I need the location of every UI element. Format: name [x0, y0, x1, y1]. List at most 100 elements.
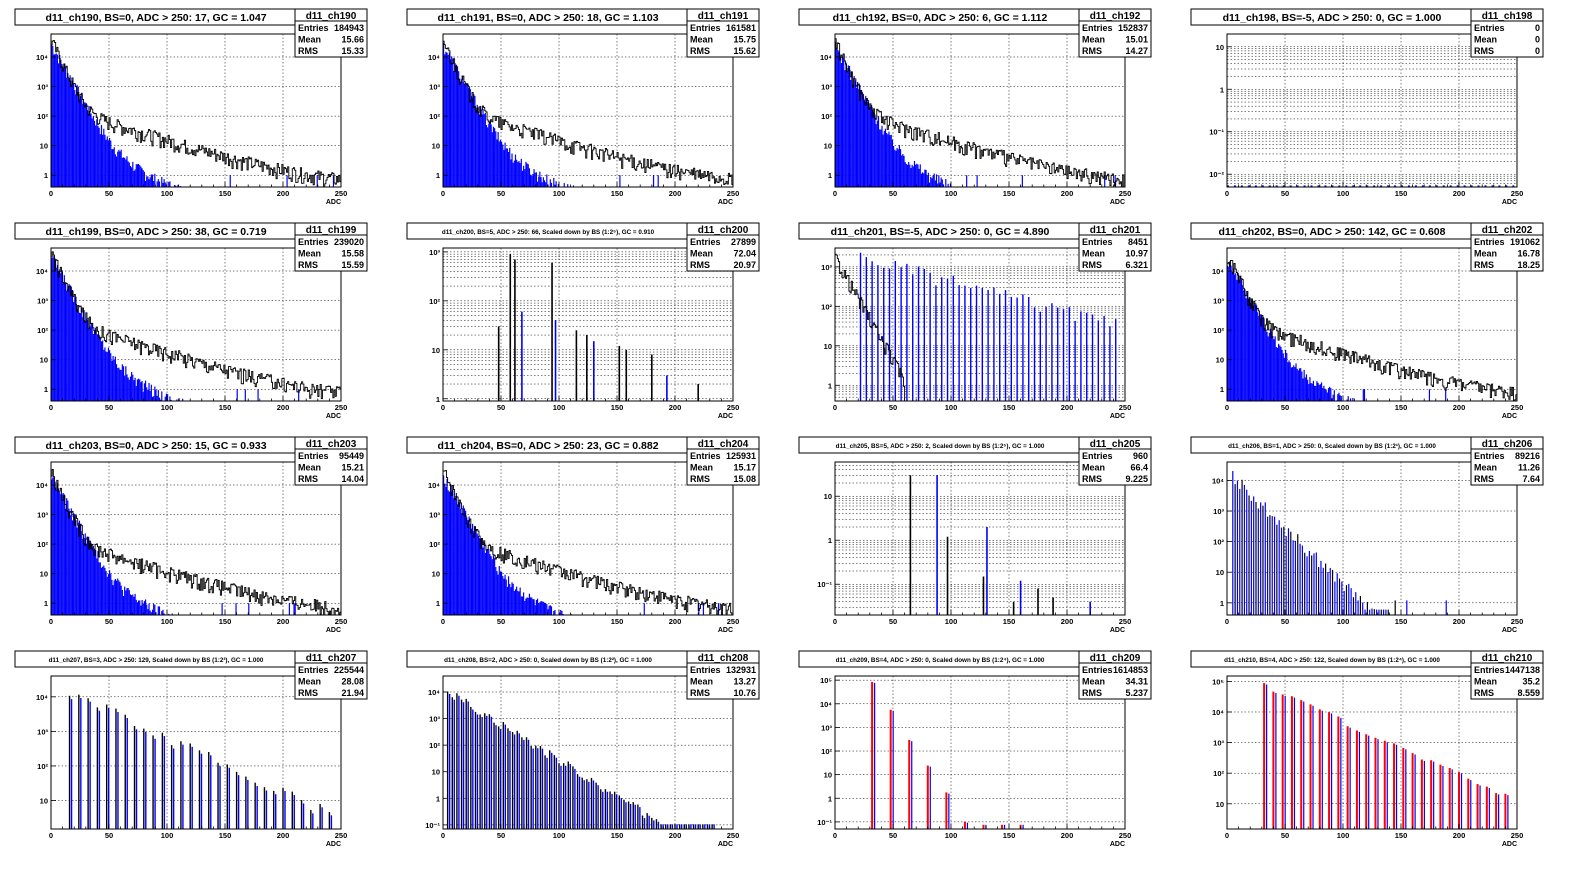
bar [169, 396, 171, 401]
bar [53, 255, 55, 401]
bar [835, 41, 837, 187]
bar [530, 597, 532, 615]
stats-name: d11_ch201 [1090, 225, 1141, 236]
bar [443, 475, 445, 615]
bar [61, 494, 63, 615]
bar [332, 175, 335, 187]
bar [480, 538, 482, 615]
bar [1326, 392, 1328, 401]
x-axis-title: ADC [1502, 199, 1517, 206]
x-axis-title: ADC [1110, 413, 1125, 420]
bar [1274, 336, 1276, 401]
y-tick-label: 10⁻² [1209, 170, 1224, 179]
bar [68, 508, 70, 615]
bar [115, 364, 118, 401]
bar [909, 164, 911, 187]
bar [80, 313, 82, 401]
bar [922, 172, 924, 187]
x-axis-title: ADC [326, 413, 341, 420]
bar [1304, 377, 1306, 401]
bar [126, 588, 128, 615]
bar [545, 603, 547, 615]
bar [864, 100, 866, 187]
bar [543, 180, 546, 187]
bar [59, 492, 61, 615]
bar [119, 369, 121, 401]
bar [567, 184, 569, 187]
bar [902, 154, 904, 187]
bar [947, 183, 949, 187]
stats-name: d11_ch192 [1090, 11, 1141, 22]
bar [1308, 383, 1310, 401]
plot-frame [834, 247, 1126, 402]
x-tick-label: 0 [441, 617, 445, 626]
histogram-title: d11_ch191, BS=0, ADC > 250: 18, GC = 1.1… [437, 12, 658, 24]
series-blue [51, 255, 300, 401]
x-tick-label: 100 [553, 617, 566, 626]
x-tick-label: 150 [219, 189, 232, 198]
bar [98, 562, 100, 615]
stat-value: 132931 [726, 665, 756, 675]
stat-label: Entries [1474, 23, 1505, 33]
bar [1324, 388, 1326, 401]
bar [1259, 314, 1261, 401]
bar [869, 106, 871, 187]
y-tick-label: 10⁴ [1212, 476, 1224, 485]
bar [129, 376, 132, 401]
y-tick-label: 10 [432, 768, 440, 777]
bar [454, 497, 456, 615]
x-tick-label: 50 [105, 403, 113, 412]
bar [1228, 266, 1230, 401]
x-axis-title: ADC [718, 841, 733, 848]
bar [66, 77, 68, 187]
y-tick-label: 10² [1213, 538, 1224, 547]
bar [488, 549, 490, 615]
x-axis-title: ADC [718, 413, 733, 420]
bar [1237, 272, 1239, 401]
bar [229, 175, 231, 187]
bar [550, 606, 553, 615]
bar [76, 527, 78, 615]
bar [114, 356, 116, 401]
histogram-title: d11_ch190, BS=0, ADC > 250: 17, GC = 1.0… [45, 12, 266, 24]
bar [494, 128, 496, 187]
x-tick-label: 250 [1511, 831, 1524, 840]
x-tick-label: 150 [611, 403, 624, 412]
y-tick-label: 10³ [37, 727, 48, 736]
bar [843, 57, 845, 187]
x-tick-label: 200 [277, 617, 290, 626]
x-tick-label: 50 [889, 403, 897, 412]
bar [459, 78, 461, 187]
bar [91, 323, 93, 401]
bar [477, 112, 479, 187]
bar [539, 602, 541, 615]
stat-label: RMS [1474, 46, 1494, 56]
bar [113, 359, 115, 401]
bar [114, 154, 116, 187]
stat-label: RMS [690, 46, 710, 56]
bar [873, 111, 875, 187]
bar [154, 173, 156, 187]
bar [521, 170, 524, 187]
stat-label: Entries [1082, 23, 1113, 33]
bar [92, 116, 94, 187]
stat-value: 0 [1535, 46, 1540, 56]
stats-box [1470, 8, 1544, 58]
bar [60, 59, 62, 187]
x-tick-label: 50 [497, 189, 505, 198]
stats-box [294, 650, 368, 700]
bar [128, 590, 130, 615]
bar [557, 183, 560, 187]
bar [528, 593, 531, 615]
bar [534, 605, 536, 615]
stats-name: d11_ch199 [306, 225, 357, 236]
bar [158, 181, 161, 187]
x-tick-label: 50 [1281, 403, 1289, 412]
bar [53, 477, 55, 615]
x-axis-title: ADC [718, 627, 733, 634]
stat-value: 125931 [726, 451, 756, 461]
x-tick-label: 100 [945, 617, 958, 626]
